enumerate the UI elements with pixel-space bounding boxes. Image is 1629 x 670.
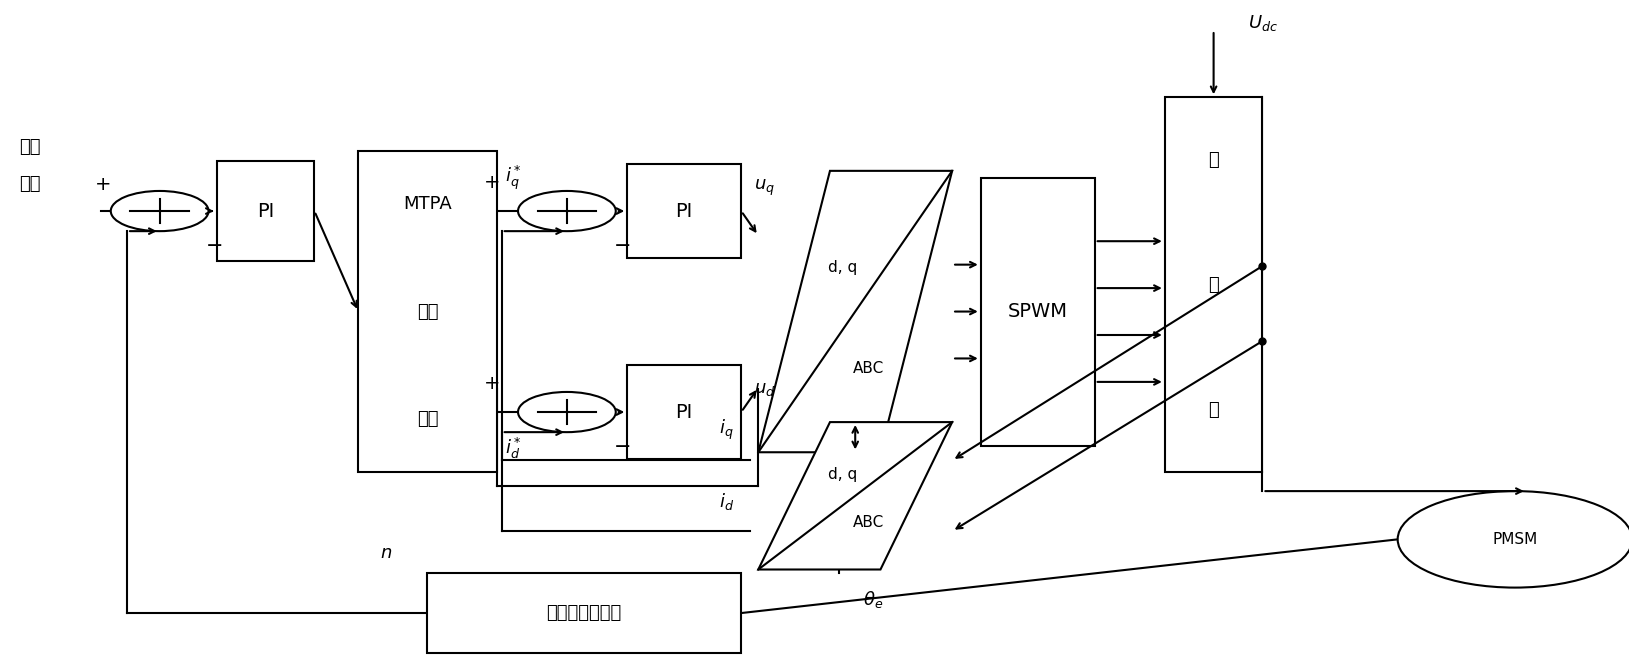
- FancyBboxPatch shape: [627, 164, 741, 258]
- Text: ABC: ABC: [852, 515, 885, 530]
- Text: 逆: 逆: [1209, 151, 1218, 169]
- Text: n: n: [381, 544, 391, 561]
- Text: $i_d$: $i_d$: [718, 490, 733, 511]
- Text: $i_d^*$: $i_d^*$: [505, 436, 521, 462]
- FancyBboxPatch shape: [217, 161, 314, 261]
- Text: 位置和速度计算: 位置和速度计算: [546, 604, 622, 622]
- Text: +: +: [484, 375, 500, 393]
- Text: PI: PI: [676, 202, 692, 220]
- Polygon shape: [759, 422, 951, 570]
- Polygon shape: [759, 171, 951, 452]
- Text: 指令: 指令: [20, 176, 41, 193]
- Text: $i_q^*$: $i_q^*$: [505, 163, 521, 192]
- Text: MTPA: MTPA: [404, 196, 451, 213]
- Text: $u_d$: $u_d$: [754, 380, 775, 397]
- Text: −: −: [614, 437, 630, 457]
- FancyBboxPatch shape: [358, 151, 497, 472]
- Text: −: −: [207, 236, 223, 256]
- Text: 速度: 速度: [20, 139, 41, 156]
- FancyBboxPatch shape: [981, 178, 1095, 446]
- Text: $U_{dc}$: $U_{dc}$: [1248, 13, 1277, 34]
- Text: ABC: ABC: [852, 361, 885, 376]
- Text: PI: PI: [676, 403, 692, 421]
- Text: +: +: [94, 175, 111, 194]
- Text: d, q: d, q: [828, 261, 857, 275]
- Text: 变: 变: [1209, 276, 1218, 293]
- Circle shape: [111, 191, 209, 231]
- Text: d, q: d, q: [828, 467, 857, 482]
- Text: $\theta_e$: $\theta_e$: [863, 589, 883, 610]
- Text: PI: PI: [257, 202, 274, 220]
- Circle shape: [518, 392, 616, 432]
- Text: −: −: [614, 236, 630, 256]
- FancyBboxPatch shape: [427, 573, 741, 653]
- Text: 器: 器: [1209, 401, 1218, 419]
- Text: $u_q$: $u_q$: [754, 178, 775, 198]
- Circle shape: [1398, 491, 1629, 588]
- FancyBboxPatch shape: [1165, 97, 1262, 472]
- Text: PMSM: PMSM: [1492, 532, 1538, 547]
- Text: 模型: 模型: [417, 410, 438, 427]
- Text: SPWM: SPWM: [1008, 302, 1067, 321]
- Circle shape: [518, 191, 616, 231]
- Text: $i_q$: $i_q$: [720, 418, 733, 442]
- Text: +: +: [484, 174, 500, 192]
- FancyBboxPatch shape: [627, 365, 741, 459]
- Text: 跟踪: 跟踪: [417, 303, 438, 320]
